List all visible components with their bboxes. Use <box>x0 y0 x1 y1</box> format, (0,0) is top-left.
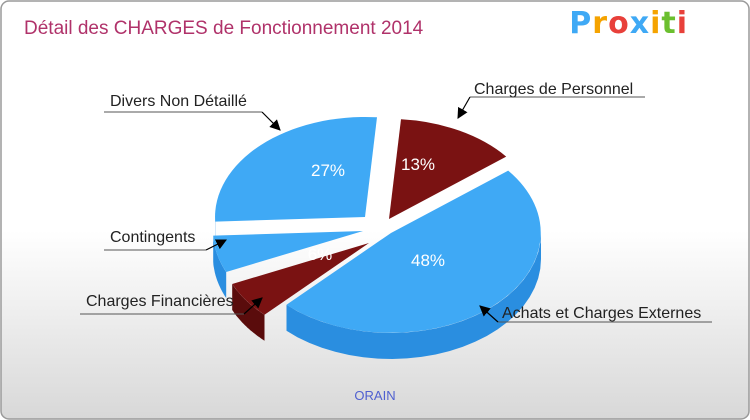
callout-arrow <box>243 297 263 315</box>
pie-slice-side <box>213 235 227 298</box>
logo-letter: o <box>608 6 630 41</box>
slice-value-label: 27% <box>311 161 345 180</box>
proxiti-logo: Proxiti <box>569 6 688 41</box>
pie-slice-side <box>232 284 265 341</box>
pie-slice <box>215 116 377 222</box>
logo-letter: t <box>661 6 677 41</box>
category-label: Charges Financières <box>86 293 234 310</box>
pie-slices: 13% 48% 6% 6% 27% <box>213 116 541 359</box>
callout-labels: Charges de Personnel Achats et Charges Ex… <box>80 81 712 323</box>
chart-title: Détail des CHARGES de Fonctionnement 201… <box>24 18 424 39</box>
pie-slice <box>286 170 541 333</box>
chart-subtitle: ORAIN <box>354 388 395 403</box>
pie-slice <box>213 231 363 272</box>
logo-letter: i <box>676 6 688 41</box>
slice-value-label: 13% <box>401 155 435 174</box>
slice-value-label: 6% <box>290 217 315 236</box>
pie-slice <box>232 243 369 315</box>
callout-arrow <box>205 239 227 251</box>
logo-letter: i <box>650 6 662 41</box>
pie-slice <box>389 119 507 219</box>
logo-letter: P <box>569 6 593 41</box>
slice-value-label: 48% <box>411 251 445 270</box>
callout-arrow <box>479 305 499 323</box>
pie-slice-side <box>286 233 541 359</box>
category-label: Achats et Charges Externes <box>502 305 701 322</box>
callout-arrow <box>457 96 471 119</box>
slice-value-label: 6% <box>308 245 333 264</box>
logo-letter: r <box>592 6 609 41</box>
callout-arrow <box>261 111 281 131</box>
category-label: Charges de Personnel <box>474 81 633 98</box>
logo-letter: x <box>629 6 651 41</box>
category-label: Contingents <box>110 229 195 246</box>
category-label: Divers Non Détaillé <box>110 93 247 110</box>
